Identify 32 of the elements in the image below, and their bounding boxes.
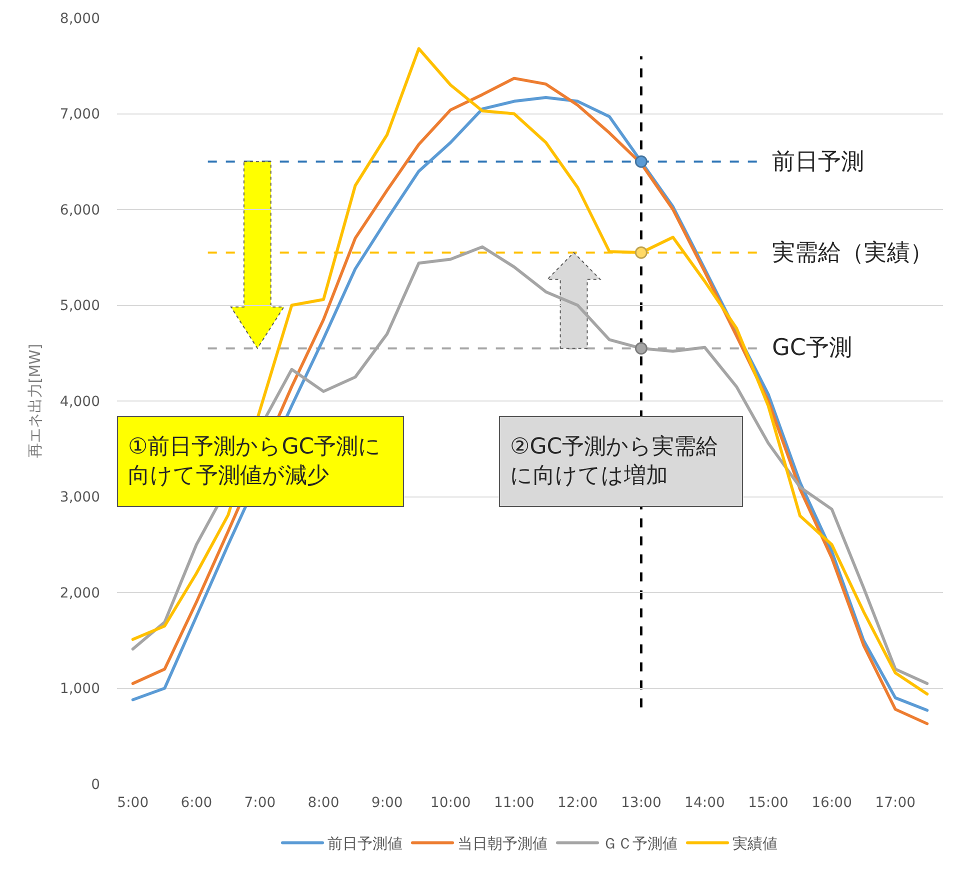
y-tick-label: 4,000	[60, 394, 100, 410]
y-tick-label: 3,000	[60, 490, 100, 506]
annotation: ②GC予測から実需給に向けては増加	[510, 434, 718, 488]
x-tick-label: 11:00	[494, 795, 534, 811]
x-tick-label: 15:00	[748, 795, 788, 811]
x-tick-label: 5:00	[117, 795, 149, 811]
x-tick-label: 6:00	[180, 795, 212, 811]
y-tick-label: 6,000	[60, 202, 100, 218]
y-tick-label: 8,000	[60, 10, 100, 27]
y-tick-label: 7,000	[60, 106, 100, 123]
y-axis-title: 再エネ出力[MW]	[26, 344, 44, 458]
x-tick-label: 10:00	[430, 795, 471, 811]
x-tick-label: 14:00	[684, 795, 725, 811]
x-tick-label: 8:00	[308, 795, 340, 811]
ref-line-label: 実需給（実績）	[772, 240, 933, 266]
annotation: ①前日予測からGC予測に向けて予測値が減少	[128, 434, 382, 488]
y-tick-label: 1,000	[60, 681, 100, 698]
x-tick-label: 16:00	[812, 795, 852, 811]
y-tick-label: 2,000	[60, 585, 100, 602]
y-tick-label: 5,000	[60, 298, 100, 314]
x-tick-label: 9:00	[371, 795, 403, 811]
legend-label: 実績値	[732, 834, 778, 853]
x-tick-label: 13:00	[621, 795, 662, 811]
ref-line-label: 前日予測	[772, 149, 864, 175]
y-tick-label: 0	[91, 776, 100, 793]
x-tick-label: 12:00	[557, 795, 598, 811]
ref-line-label: GC予測	[772, 335, 852, 361]
x-tick-label: 17:00	[875, 795, 916, 811]
x-tick-label: 7:00	[244, 795, 276, 811]
legend-label: 当日朝予測値	[458, 834, 548, 853]
legend-label: ＧＣ予測値	[602, 834, 678, 853]
legend-label: 前日予測値	[328, 834, 402, 853]
